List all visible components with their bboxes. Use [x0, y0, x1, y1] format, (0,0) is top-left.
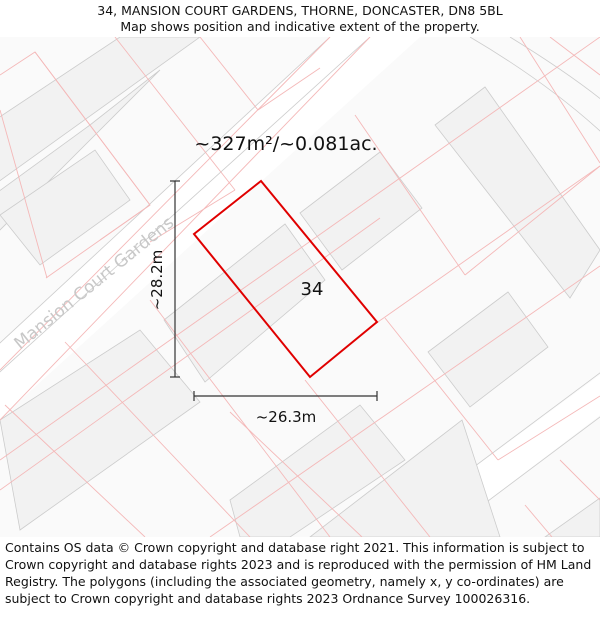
copyright-footer: Contains OS data © Crown copyright and d… — [5, 539, 597, 607]
map-subtitle: Map shows position and indicative extent… — [120, 19, 480, 34]
attribution-text: Contains OS data © Crown copyright and d… — [5, 540, 592, 606]
buildings — [0, 37, 600, 537]
area-label: ~327m²/~0.081ac. — [194, 133, 377, 155]
height-dimension-label: ~28.2m — [148, 250, 166, 311]
property-boundary[interactable] — [192, 179, 379, 379]
parcel-boundaries — [0, 37, 600, 537]
width-dimension-label: ~26.3m — [256, 408, 317, 426]
width-dimension-line — [193, 391, 378, 401]
property-address: 34, MANSION COURT GARDENS, THORNE, DONCA… — [97, 3, 503, 18]
plot-number: 34 — [301, 279, 324, 300]
property-map[interactable]: Mansion Court Gardens ~327m²/~0.081ac. 3… — [0, 37, 600, 537]
height-dimension-line — [170, 180, 180, 378]
map-header: 34, MANSION COURT GARDENS, THORNE, DONCA… — [0, 0, 600, 37]
